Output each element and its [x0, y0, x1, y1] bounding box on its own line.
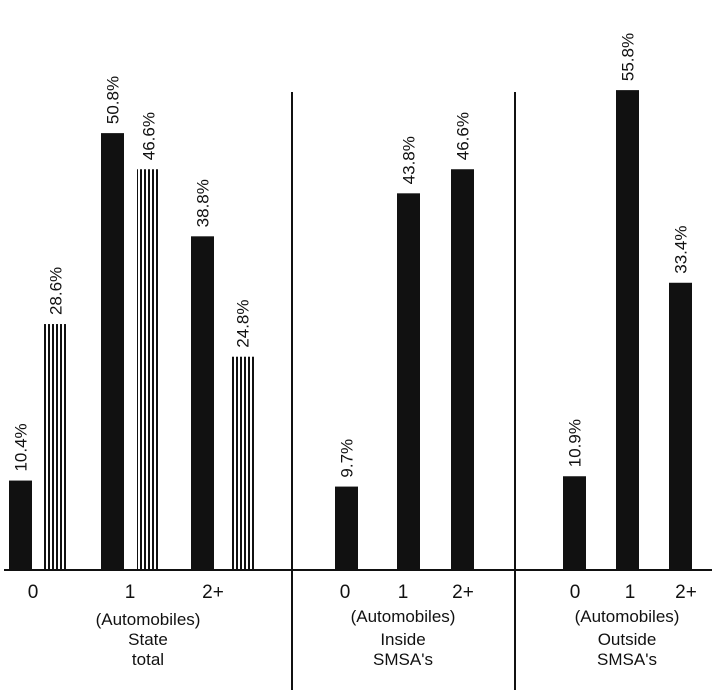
value-label: 33.4% [672, 226, 691, 274]
bar-panel1-solid-3 [191, 236, 214, 570]
category-tick-label: 1 [398, 582, 409, 603]
value-label: 43.8% [400, 136, 419, 184]
panel-label-line1: Outside [598, 630, 657, 649]
units-label: (Automobiles) [575, 607, 680, 626]
value-label: 28.6% [47, 267, 66, 315]
bar-panel2-solid-2 [397, 193, 420, 570]
panel-label-line1: Inside [380, 630, 425, 649]
bars-layer [9, 90, 692, 571]
value-label: 38.8% [194, 179, 213, 227]
bar-panel1-hatched-1 [44, 324, 67, 570]
panel-label-line2: SMSA's [373, 650, 433, 669]
bar-panel3-solid-3 [669, 282, 692, 570]
value-label: 46.6% [140, 112, 159, 160]
value-label: 46.6% [454, 112, 473, 160]
value-label: 55.8% [619, 33, 638, 81]
category-tick-label: 1 [125, 582, 136, 603]
bar-panel1-hatched-2 [137, 169, 160, 571]
panel-label-line2: SMSA's [597, 650, 657, 669]
value-label: 10.4% [12, 423, 31, 471]
panel-label-line1: State [128, 630, 168, 649]
value-label: 24.8% [234, 300, 253, 348]
value-label: 50.8% [104, 76, 123, 124]
bar-panel3-solid-2 [616, 90, 639, 571]
bar-panel1-solid-2 [101, 133, 124, 570]
category-tick-label: 1 [625, 582, 636, 603]
bar-panel2-solid-3 [451, 169, 474, 571]
bar-panel2-solid-1 [335, 486, 358, 570]
category-tick-label: 0 [570, 582, 581, 603]
value-label: 10.9% [566, 419, 585, 467]
panel-label-line2: total [132, 650, 164, 669]
bar-panel1-solid-1 [9, 480, 32, 570]
units-label: (Automobiles) [96, 610, 201, 629]
value-label: 9.7% [338, 439, 357, 478]
category-tick-label: 0 [28, 582, 39, 603]
units-label: (Automobiles) [351, 607, 456, 626]
category-tick-label: 2+ [452, 582, 474, 603]
category-tick-label: 2+ [202, 582, 224, 603]
category-tick-label: 2+ [675, 582, 697, 603]
category-tick-label: 0 [340, 582, 351, 603]
bar-panel1-hatched-3 [231, 356, 254, 570]
labels-layer: 10.4%28.6%050.8%46.6%138.8%24.8%2+(Autom… [12, 33, 697, 669]
bar-panel3-solid-1 [563, 476, 586, 570]
